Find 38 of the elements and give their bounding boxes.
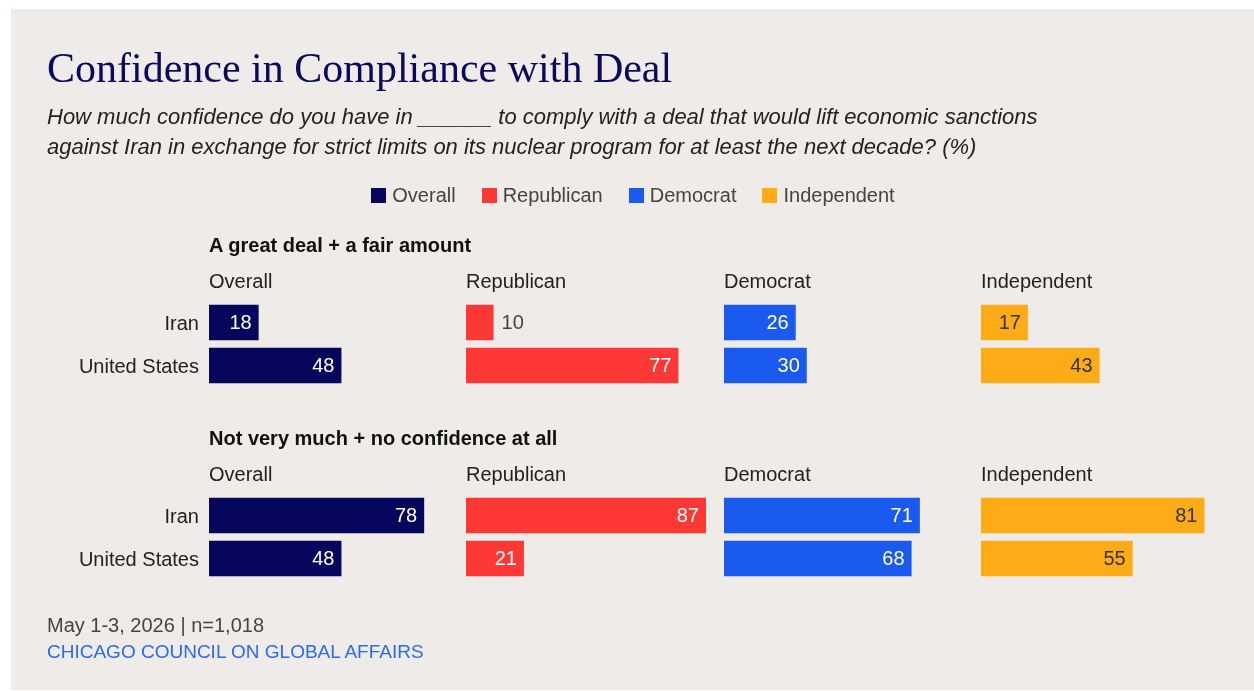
data-label: 87 bbox=[676, 504, 699, 527]
data-label: 10 bbox=[501, 311, 524, 334]
data-label: 21 bbox=[494, 547, 517, 570]
text: How much confidence do you have in ______ to comply with a deal that would lift economic sanctions against Iran in exchange for strict limits on its nuclear program for at least the next decade? (%) bbox=[47, 103, 1039, 161]
category-label: Overall bbox=[391, 184, 456, 207]
data-label: 18 bbox=[229, 311, 252, 334]
y-tick-label: Iran bbox=[163, 310, 199, 335]
text: Confidence in Compliance with Deal bbox=[47, 44, 673, 92]
text: CHICAGO COUNCIL ON GLOBAL AFFAIRS bbox=[47, 641, 424, 663]
category-label: Democrat bbox=[648, 184, 737, 207]
data-label: 77 bbox=[649, 354, 672, 377]
data-label: 68 bbox=[882, 547, 905, 570]
text: Not very much + no confidence at all bbox=[209, 427, 558, 450]
data-label: 48 bbox=[312, 354, 335, 377]
data-label: 30 bbox=[777, 354, 800, 377]
y-tick-label: United States bbox=[77, 353, 199, 378]
text: A great deal + a fair amount bbox=[209, 234, 472, 257]
data-label: 48 bbox=[312, 547, 335, 570]
chart-title: Democrat bbox=[724, 463, 811, 486]
data-label: 78 bbox=[394, 504, 418, 527]
chart-title: Democrat bbox=[724, 270, 811, 293]
data-label: 81 bbox=[1175, 504, 1198, 527]
chart-title: Republican bbox=[466, 270, 567, 293]
category-label: Republican bbox=[501, 184, 603, 207]
data-label: 43 bbox=[1070, 354, 1093, 377]
y-tick-label: United States bbox=[77, 546, 199, 571]
text: May 1-3, 2026 | n=1,018 bbox=[47, 614, 265, 637]
chart-title: Overall bbox=[209, 270, 273, 293]
data-label: 26 bbox=[766, 311, 789, 334]
data-label: 55 bbox=[1103, 547, 1126, 570]
category-label: Independent bbox=[782, 184, 895, 207]
y-tick-label: Iran bbox=[163, 503, 199, 528]
chart-title: Independent bbox=[981, 463, 1093, 486]
data-label: 17 bbox=[998, 311, 1021, 334]
data-label: 71 bbox=[890, 504, 913, 527]
chart-title: Overall bbox=[209, 463, 273, 486]
chart-title: Republican bbox=[466, 463, 567, 486]
chart-title: Independent bbox=[981, 270, 1093, 293]
